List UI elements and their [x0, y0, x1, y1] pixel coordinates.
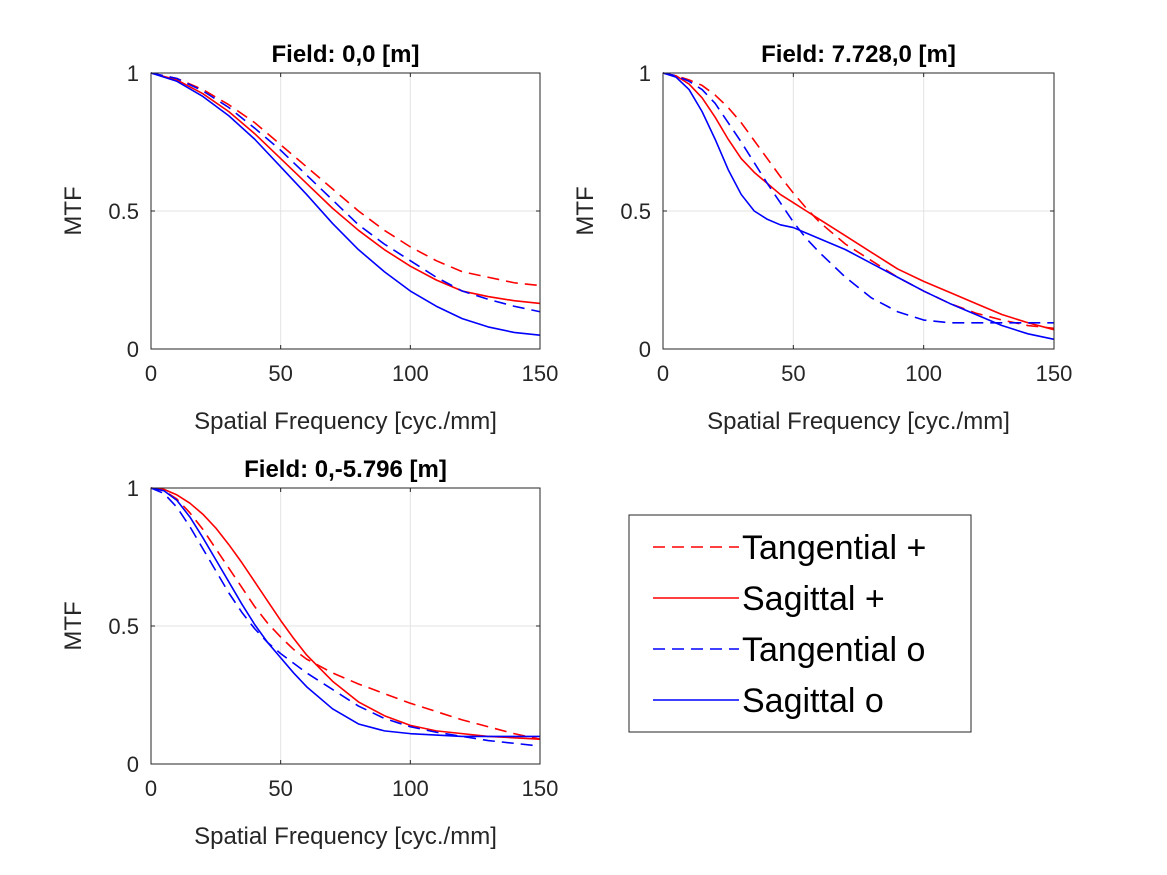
x-tick-label: 150	[1036, 361, 1073, 386]
y-axis-label: MTF	[60, 186, 87, 235]
x-axis-label: Spatial Frequency [cyc./mm]	[707, 408, 1010, 435]
legend-label: Tangential +	[742, 529, 926, 567]
x-tick-label: 150	[522, 361, 559, 386]
y-tick-label: 0.5	[108, 614, 139, 639]
x-tick-label: 150	[522, 776, 559, 801]
y-tick-label: 0	[639, 337, 651, 362]
x-axis-label: Spatial Frequency [cyc./mm]	[194, 408, 497, 435]
x-tick-label: 50	[268, 361, 292, 386]
x-tick-label: 100	[905, 361, 942, 386]
y-tick-label: 0	[127, 337, 139, 362]
x-axis-label: Spatial Frequency [cyc./mm]	[194, 823, 497, 850]
legend-label: Tangential o	[742, 631, 925, 669]
subplot-title: Field: 7.728,0 [m]	[761, 41, 956, 68]
x-tick-label: 0	[657, 361, 669, 386]
x-tick-label: 50	[781, 361, 805, 386]
y-tick-label: 0	[127, 752, 139, 777]
series-sagittal	[662, 72, 1055, 331]
subplot-title: Field: 0,0 [m]	[271, 41, 419, 68]
x-tick-label: 0	[145, 361, 157, 386]
subplot-1: 0 50 100 150 0 0.5 1 Field: 0,0 [m] Spatial Freq…	[60, 41, 558, 435]
y-axis-label: MTF	[60, 601, 87, 650]
legend: Tangential + Sagittal + Tangential o Sagitt…	[628, 514, 972, 733]
x-tick-label: 100	[392, 361, 429, 386]
x-tick-label: 100	[392, 776, 429, 801]
y-tick-label: 0.5	[620, 199, 651, 224]
legend-label: Sagittal +	[742, 580, 885, 618]
series-sagittal	[150, 72, 541, 305]
y-tick-label: 1	[127, 61, 139, 86]
legend-box	[628, 514, 972, 733]
series-sagittal-o	[662, 72, 1055, 341]
series-sagittal-o	[150, 72, 541, 336]
subplot-2: 0 50 100 150 0 0.5 1 Field: 7.728,0 [m] Spatial …	[572, 41, 1072, 435]
series-sagittal	[150, 487, 541, 740]
x-tick-label: 50	[268, 776, 292, 801]
y-tick-label: 0.5	[108, 199, 139, 224]
series-sagittal-o	[150, 487, 540, 738]
x-tick-label: 0	[145, 776, 157, 801]
y-tick-label: 1	[127, 476, 139, 501]
series-tangential-o	[150, 487, 541, 747]
subplot-3: 0 50 100 150 0 0.5 1 Field: 0,-5.796 [m] Spatial…	[60, 456, 558, 850]
y-axis-label: MTF	[572, 186, 599, 235]
y-tick-label: 1	[639, 61, 651, 86]
subplot-title: Field: 0,-5.796 [m]	[244, 456, 447, 483]
series-tangential	[150, 487, 541, 740]
legend-label: Sagittal o	[742, 682, 884, 720]
series-tangential	[150, 72, 541, 287]
